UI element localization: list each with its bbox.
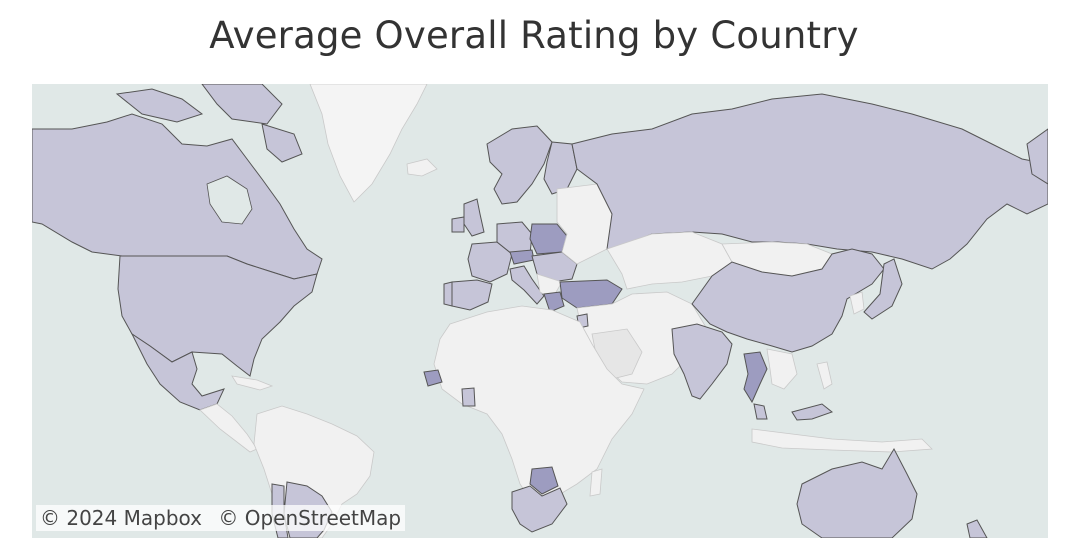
country-vietnam[interactable] <box>766 348 798 390</box>
map-title: Average Overall Rating by Country <box>209 14 859 57</box>
korea[interactable] <box>849 291 865 315</box>
country-portugal[interactable] <box>443 281 453 307</box>
country-senegal[interactable] <box>423 369 443 387</box>
caribbean <box>231 375 274 391</box>
hudson-bay <box>206 175 253 225</box>
africa[interactable] <box>433 305 645 503</box>
country-new-zealand <box>966 519 988 538</box>
country-iceland <box>406 158 438 177</box>
mapbox-attribution-link[interactable]: © 2024 Mapbox <box>40 506 202 530</box>
country-canada[interactable] <box>32 113 323 280</box>
country-japan[interactable] <box>863 258 903 320</box>
country-greenland[interactable] <box>309 84 428 203</box>
country-greece[interactable] <box>543 291 565 313</box>
russia-east[interactable] <box>1026 128 1048 185</box>
map-canvas[interactable] <box>32 84 1048 538</box>
country-thailand[interactable] <box>743 351 768 404</box>
country-mexico[interactable] <box>130 332 225 411</box>
canada-islands <box>115 84 303 163</box>
country-ireland[interactable] <box>451 216 465 233</box>
choropleth-map[interactable] <box>32 84 1048 538</box>
country-italy[interactable] <box>509 265 545 305</box>
country-madagascar <box>589 468 603 497</box>
country-botswana[interactable] <box>529 466 559 495</box>
osm-attribution-link[interactable]: © OpenStreetMap <box>218 506 402 530</box>
country-philippines <box>816 361 833 390</box>
indonesia[interactable] <box>751 428 933 453</box>
country-china[interactable] <box>691 248 885 353</box>
country-south-africa[interactable] <box>511 485 568 533</box>
country-norway-sweden[interactable] <box>486 125 553 205</box>
country-australia[interactable] <box>796 447 918 538</box>
country-ghana[interactable] <box>461 387 476 407</box>
map-attribution: © 2024 Mapbox © OpenStreetMap <box>36 505 406 531</box>
country-malaysia[interactable] <box>753 403 834 421</box>
country-india[interactable] <box>671 323 733 400</box>
